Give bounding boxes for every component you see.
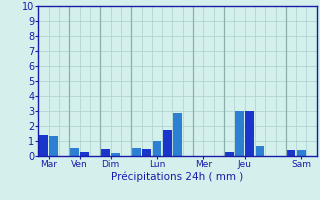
Bar xyxy=(70,148,79,156)
Bar xyxy=(80,152,89,156)
Bar xyxy=(235,111,244,156)
Bar xyxy=(50,136,58,156)
Bar xyxy=(132,148,141,156)
Bar xyxy=(111,153,120,156)
Bar xyxy=(142,148,151,156)
Bar xyxy=(153,141,161,156)
Bar xyxy=(163,130,172,156)
Bar xyxy=(256,146,264,156)
X-axis label: Précipitations 24h ( mm ): Précipitations 24h ( mm ) xyxy=(111,172,244,182)
Bar xyxy=(173,112,182,156)
Bar xyxy=(101,148,110,156)
Bar xyxy=(225,152,234,156)
Bar xyxy=(245,111,254,156)
Bar xyxy=(297,150,306,156)
Bar xyxy=(39,135,48,156)
Bar xyxy=(287,150,295,156)
